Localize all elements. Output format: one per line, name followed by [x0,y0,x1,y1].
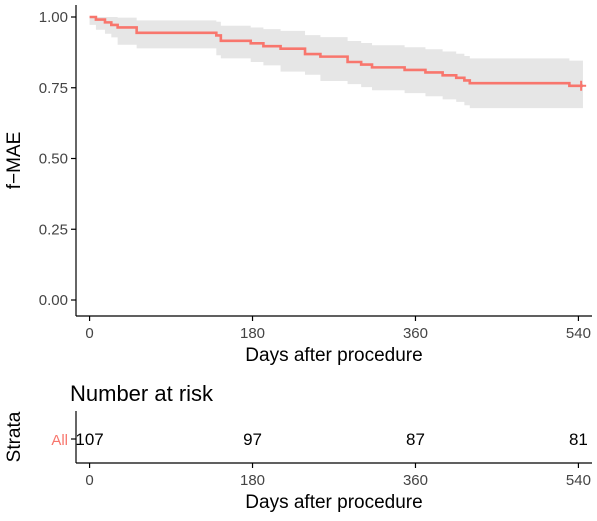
y-tick-label-2: 0.50 [39,151,68,168]
risk-x-tick-label-2: 360 [403,472,428,489]
x-tick-label-3: 540 [566,325,591,342]
risk-table-panel: Number at risk Strata All 107 97 87 81 0 180 3… [4,381,592,513]
risk-count-0-3: 81 [569,430,588,449]
survival-curve [89,15,583,88]
y-tick-label-3: 0.75 [39,80,68,97]
risk-x-tick-label-0: 0 [85,472,93,489]
risk-count-0-2: 87 [406,430,425,449]
risk-x-tick-label-1: 180 [240,472,265,489]
risk-table-x-axis-label: Days after procedure [245,492,422,513]
risk-table-x-ticks: 0 180 360 540 [85,463,591,489]
y-axis-label: f−MAE [4,132,25,190]
y-tick-label-4: 1.00 [39,9,68,26]
risk-count-0-0: 107 [75,430,103,449]
survival-panel: 0.00 0.25 0.50 0.75 1.00 0 180 360 540 Days aft… [4,5,592,366]
y-axis-ticks: 0.00 0.25 0.50 0.75 1.00 [39,9,76,309]
x-tick-label-1: 180 [240,325,265,342]
x-tick-label-2: 360 [403,325,428,342]
y-tick-label-1: 0.25 [39,221,68,238]
risk-row-label-0: All [51,432,68,449]
x-axis-ticks: 0 180 360 540 [85,316,591,342]
risk-table-title: Number at risk [70,381,214,406]
x-axis-label: Days after procedure [245,345,422,366]
y-tick-label-0: 0.00 [39,292,68,309]
risk-table-y-label: Strata [4,411,25,462]
risk-x-tick-label-3: 540 [566,472,591,489]
risk-count-0-1: 97 [243,430,262,449]
x-tick-label-0: 0 [85,325,93,342]
risk-table-rows: All 107 97 87 81 [51,430,588,449]
censor-marks [576,80,587,91]
confidence-band [89,17,583,109]
